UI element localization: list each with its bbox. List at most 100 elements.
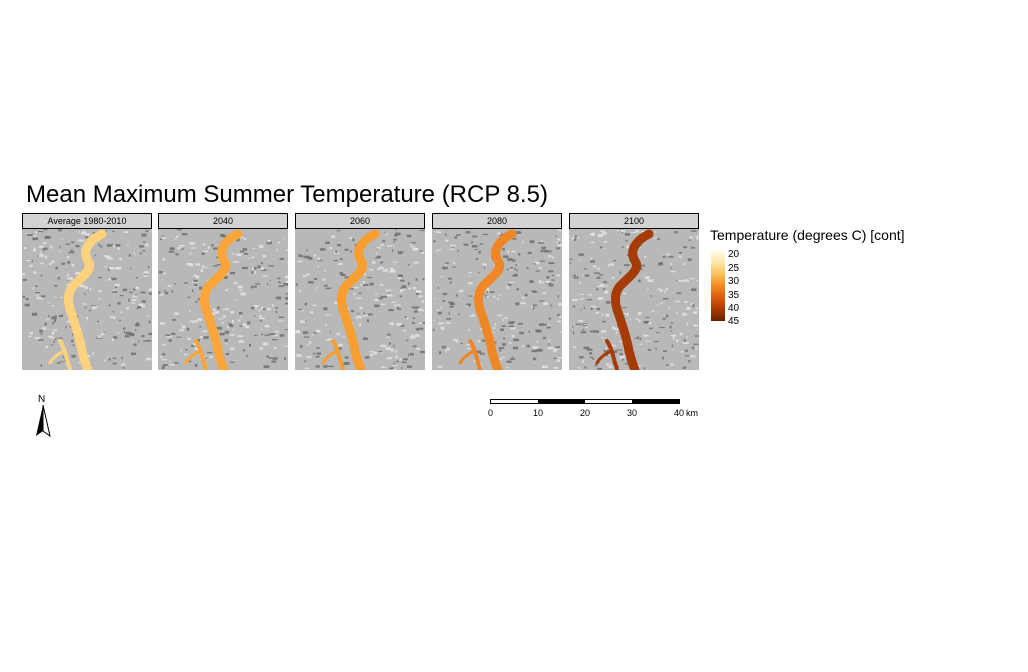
hillshade-texture	[262, 254, 266, 258]
hillshade-texture	[133, 252, 135, 255]
hillshade-texture	[651, 310, 655, 312]
hillshade-texture	[419, 230, 425, 232]
hillshade-texture	[434, 230, 436, 232]
hillshade-texture	[612, 350, 617, 354]
hillshade-texture	[612, 326, 616, 330]
hillshade-texture	[61, 262, 66, 265]
hillshade-texture	[185, 349, 188, 351]
hillshade-texture	[400, 288, 405, 292]
hillshade-texture	[418, 308, 423, 311]
river-shape	[458, 349, 476, 365]
hillshade-texture	[477, 271, 480, 274]
hillshade-texture	[363, 312, 365, 315]
hillshade-texture	[522, 345, 525, 348]
hillshade-texture	[389, 342, 391, 345]
hillshade-texture	[557, 229, 561, 231]
hillshade-texture	[107, 278, 112, 281]
hillshade-texture	[580, 331, 587, 334]
hillshade-texture	[375, 293, 378, 295]
hillshade-texture	[65, 325, 67, 329]
hillshade-texture	[39, 333, 43, 335]
hillshade-texture	[635, 318, 638, 320]
hillshade-texture	[62, 356, 65, 358]
hillshade-texture	[693, 343, 699, 345]
hillshade-texture	[342, 335, 346, 338]
hillshade-texture	[56, 311, 58, 313]
hillshade-texture	[67, 320, 72, 323]
hillshade-texture	[468, 275, 471, 277]
hillshade-texture	[61, 238, 63, 240]
hillshade-texture	[590, 241, 595, 244]
hillshade-texture	[262, 275, 269, 277]
hillshade-texture	[138, 303, 144, 306]
hillshade-texture	[148, 320, 151, 323]
hillshade-texture	[35, 292, 40, 294]
hillshade-texture	[68, 251, 75, 254]
hillshade-texture	[506, 286, 509, 289]
hillshade-texture	[639, 343, 643, 345]
hillshade-texture	[304, 302, 307, 306]
hillshade-texture	[619, 352, 622, 355]
hillshade-texture	[482, 233, 489, 236]
hillshade-texture	[411, 334, 415, 337]
hillshade-texture	[71, 263, 75, 267]
hillshade-texture	[619, 340, 624, 343]
hillshade-texture	[33, 235, 37, 238]
hillshade-texture	[194, 347, 199, 351]
hillshade-texture	[46, 319, 49, 321]
hillshade-texture	[501, 233, 503, 236]
hillshade-texture	[186, 327, 190, 331]
hillshade-texture	[225, 352, 230, 355]
hillshade-texture	[359, 323, 361, 327]
hillshade-map	[569, 229, 699, 370]
hillshade-texture	[244, 255, 247, 257]
hillshade-texture	[686, 306, 691, 310]
hillshade-map	[158, 229, 288, 370]
hillshade-texture	[603, 288, 606, 290]
hillshade-texture	[210, 312, 215, 316]
hillshade-texture	[159, 322, 166, 325]
hillshade-texture	[213, 265, 218, 267]
hillshade-texture	[41, 327, 47, 330]
hillshade-texture	[572, 326, 574, 329]
hillshade-texture	[107, 356, 109, 359]
hillshade-texture	[578, 253, 584, 256]
hillshade-texture	[42, 247, 48, 250]
hillshade-texture	[480, 328, 483, 331]
hillshade-texture	[517, 322, 523, 325]
hillshade-texture	[442, 266, 448, 270]
hillshade-texture	[349, 288, 355, 290]
hillshade-texture	[253, 305, 259, 308]
hillshade-texture	[620, 230, 626, 233]
hillshade-texture	[531, 292, 533, 294]
hillshade-texture	[207, 351, 213, 354]
hillshade-texture	[512, 321, 515, 324]
hillshade-texture	[131, 302, 136, 304]
hillshade-texture	[683, 246, 687, 249]
hillshade-texture	[143, 271, 149, 274]
hillshade-texture	[222, 315, 226, 318]
hillshade-texture	[626, 254, 630, 256]
hillshade-texture	[132, 341, 134, 343]
hillshade-texture	[175, 252, 178, 256]
hillshade-texture	[471, 241, 473, 244]
hillshade-texture	[246, 355, 248, 358]
hillshade-texture	[325, 324, 328, 327]
legend-tick: 25	[728, 263, 740, 274]
hillshade-texture	[654, 341, 659, 343]
hillshade-texture	[676, 311, 678, 315]
hillshade-texture	[577, 367, 581, 369]
hillshade-texture	[400, 291, 403, 293]
hillshade-texture	[66, 283, 70, 286]
hillshade-texture	[645, 316, 650, 318]
hillshade-texture	[202, 250, 209, 253]
hillshade-texture	[436, 309, 440, 312]
hillshade-texture	[112, 291, 117, 293]
hillshade-texture	[668, 306, 670, 310]
hillshade-texture	[197, 298, 200, 301]
hillshade-texture	[245, 325, 250, 329]
hillshade-texture	[468, 272, 472, 274]
hillshade-texture	[668, 256, 674, 258]
hillshade-texture	[422, 278, 425, 281]
hillshade-texture	[106, 239, 108, 242]
